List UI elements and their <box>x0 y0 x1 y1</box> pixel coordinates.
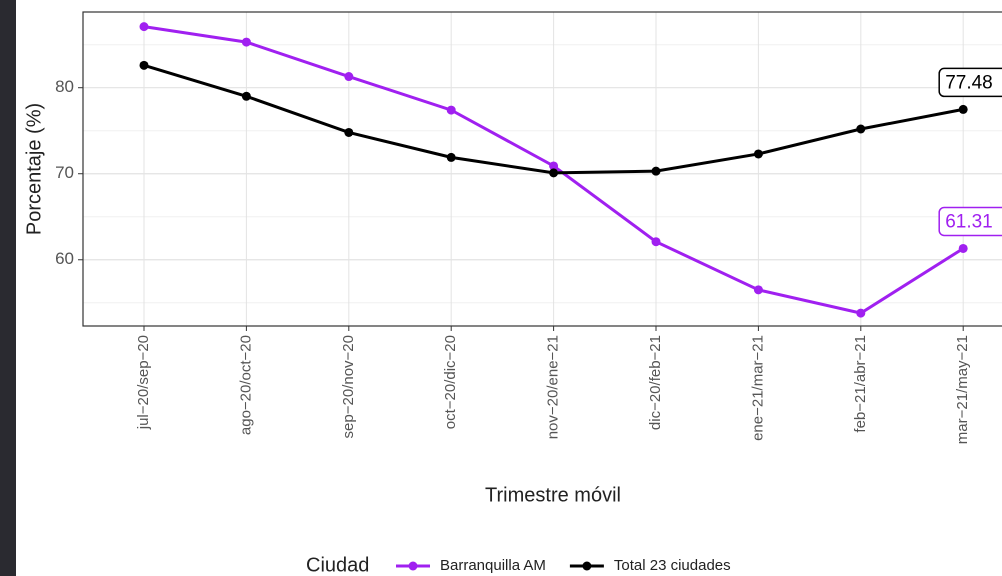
x-tick-label: oct−20/dic−20 <box>442 335 459 429</box>
plot-border <box>82 11 1002 327</box>
photo-strip <box>0 0 16 576</box>
value-label-box <box>938 206 1002 237</box>
y-tick-label: 60 <box>55 249 74 268</box>
point <box>139 22 149 32</box>
point <box>549 168 559 178</box>
y-tick-label: 70 <box>55 163 74 182</box>
point <box>344 127 354 137</box>
point <box>139 60 149 70</box>
point <box>651 237 661 247</box>
point <box>753 149 763 159</box>
point <box>344 72 354 82</box>
value-label: 61.31 <box>945 212 993 233</box>
point <box>446 152 456 162</box>
legend-label: Barranquilla AM <box>440 557 546 574</box>
y-tick-label: 80 <box>55 77 74 96</box>
x-tick-label: jul−20/sep−20 <box>135 335 152 430</box>
x-tick-label: ene−21/mar−21 <box>749 335 766 441</box>
legend-title: Ciudad <box>306 554 369 576</box>
point <box>241 37 251 47</box>
point <box>958 104 968 114</box>
marks: 61.31 77.48 <box>139 22 1002 318</box>
x-tick-label: feb−21/abr−21 <box>852 335 869 433</box>
x-axis-label: Trimestre móvil <box>485 484 621 506</box>
point <box>958 243 968 253</box>
x-tick-label: dic−20/feb−21 <box>647 335 664 430</box>
x-tick-label: ago−20/oct−20 <box>237 335 254 435</box>
point <box>446 105 456 115</box>
point <box>856 308 866 318</box>
x-tick-label: mar−21/may−21 <box>954 335 971 444</box>
grid <box>83 12 1002 326</box>
point <box>753 285 763 295</box>
point <box>856 124 866 134</box>
x-tick-label: nov−20/ene−21 <box>545 335 562 439</box>
point <box>241 91 251 101</box>
plot-background <box>83 12 1002 326</box>
x-tick-label: sep−20/nov−20 <box>340 335 357 438</box>
legend-dot <box>408 561 418 571</box>
point <box>549 161 559 171</box>
value-label-box <box>938 67 1002 98</box>
value-label: 77.48 <box>945 72 993 93</box>
y-axis-label: Porcentaje (%) <box>23 103 45 235</box>
legend-label: Total 23 ciudades <box>614 557 731 574</box>
legend-dot <box>582 561 592 571</box>
point <box>651 166 661 176</box>
